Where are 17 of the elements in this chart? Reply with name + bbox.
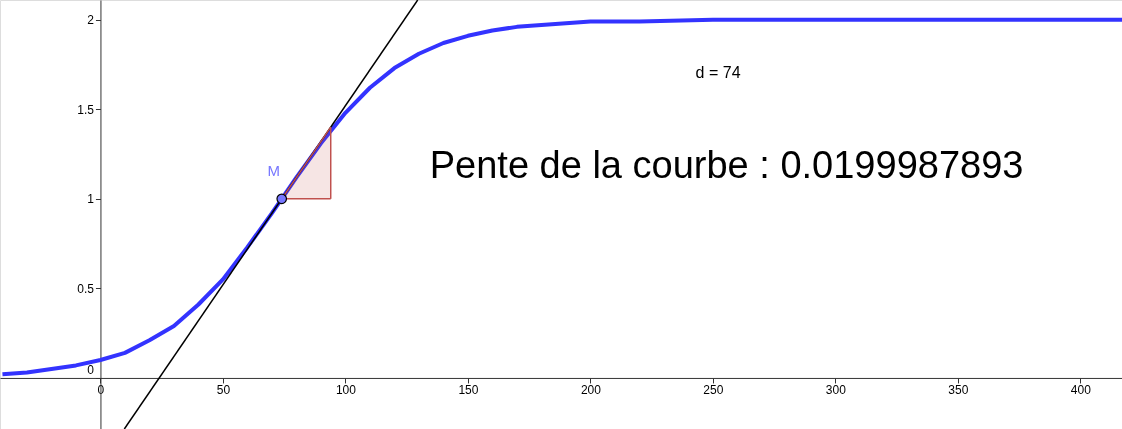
x-tick-label: 50	[216, 383, 231, 398]
y-tick-label: 2	[87, 13, 95, 28]
annotation: Pente de la courbe : 0.0199987893	[429, 144, 1024, 187]
y-tick-label: 1.5	[77, 102, 95, 117]
annotation: d = 74	[695, 63, 741, 81]
x-tick-label: 150	[458, 383, 479, 398]
x-tick-label: 300	[825, 383, 847, 398]
x-tick-label: 250	[703, 383, 724, 398]
x-tick-label: 350	[948, 383, 969, 398]
annotation: M	[267, 161, 280, 179]
y-tick-label: 1	[87, 192, 95, 207]
x-tick-label: 100	[335, 383, 357, 398]
y-tick-label: 0.5	[77, 281, 95, 296]
x-tick-label: 0	[97, 383, 105, 398]
y-tick-label: 0	[87, 363, 95, 378]
x-tick-label: 200	[580, 383, 602, 398]
x-tick-label: 400	[1070, 383, 1092, 398]
